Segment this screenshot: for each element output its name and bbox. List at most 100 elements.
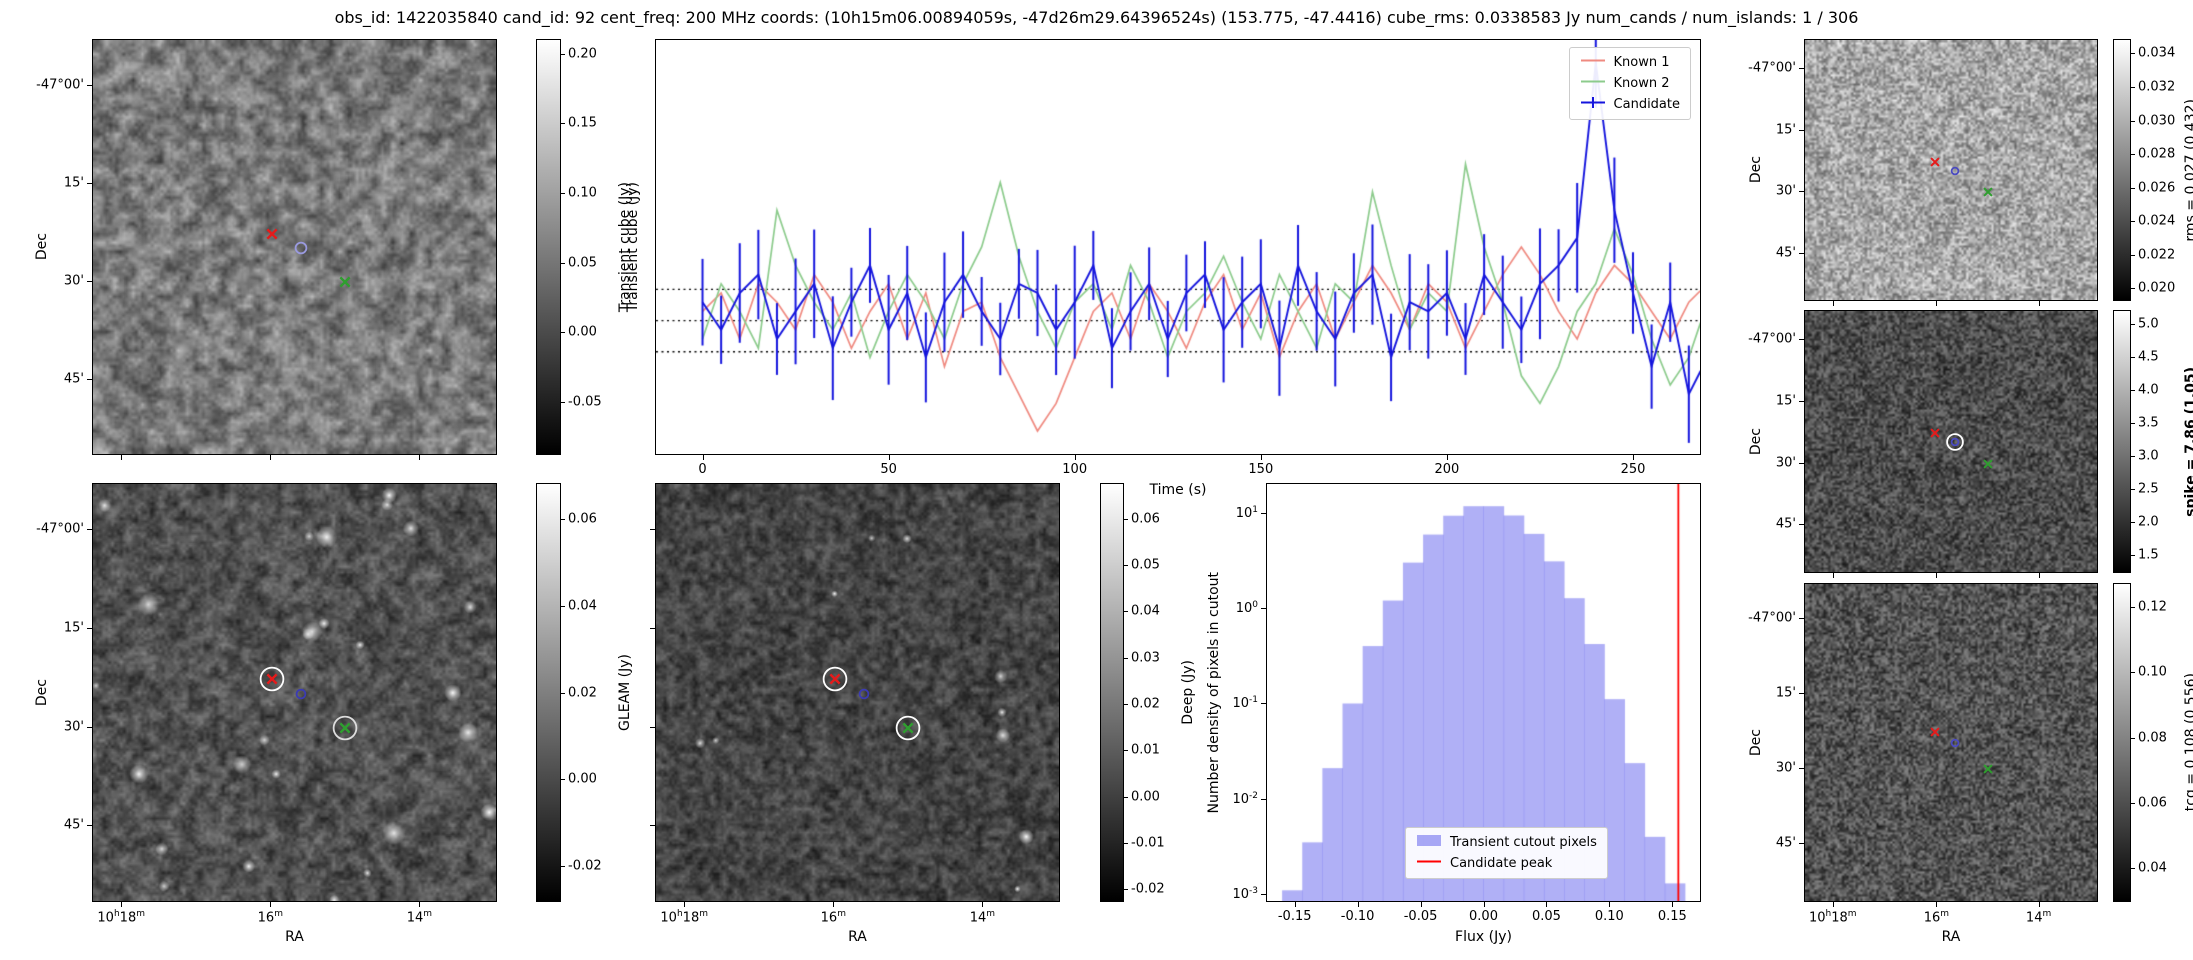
colorbar-tick-label: 0.034 — [2138, 45, 2176, 61]
legend-entry: Transient cutout pixels — [1416, 834, 1597, 851]
time-tick-label: 250 — [1620, 462, 1646, 477]
ra-tick-mark — [270, 901, 272, 907]
colorbar-tick-mark — [2130, 154, 2135, 156]
colorbar-tick-label: 3.5 — [2138, 415, 2159, 431]
colorbar-tick-mark — [2130, 288, 2135, 290]
panel-tcg-cutout: -47°00' 15' 30' 45' 10h18m 16m 14m Dec RA — [1748, 583, 2098, 945]
dec-tick-mark — [87, 726, 93, 728]
flux-tick-mark — [1546, 901, 1548, 907]
dec-tick-mark — [87, 378, 93, 380]
dec-tick-mark — [87, 182, 93, 184]
flux-tick-mark — [1483, 901, 1485, 907]
time-tick-label: 100 — [1062, 462, 1088, 477]
legend-entry: Candidate peak — [1416, 855, 1597, 872]
legend-label: Known 2 — [1613, 76, 1670, 91]
panel-flux-histogram: -0.15 -0.10 -0.05 0.00 0.05 0.10 0.15 101 100 10-… — [1206, 483, 1701, 945]
time-tick-label: 200 — [1434, 462, 1460, 477]
dec-tick-mark — [650, 825, 656, 827]
colorbar-axis-label: spike = 7.86 (1.05) — [2180, 311, 2193, 572]
legend-patch-icon — [1416, 834, 1442, 851]
flux-tick-label: 0.00 — [1469, 909, 1498, 924]
flux-tick-mark — [1357, 901, 1359, 907]
colorbar-deep: 0.06 0.05 0.04 0.03 0.02 0.01 0.00 -0.01 -0.02 De… — [1100, 483, 1196, 902]
dec-tick-mark — [650, 627, 656, 629]
dec-tick-mark — [1799, 339, 1805, 341]
dec-tick-mark — [650, 726, 656, 728]
dec-tick-label: 30' — [1775, 760, 1796, 776]
flux-tick-label: 0.10 — [1594, 909, 1624, 924]
dec-tick-label: 45' — [1775, 835, 1796, 851]
density-tick-label: 10-1 — [1232, 695, 1258, 712]
density-tick-mark — [1261, 798, 1267, 800]
ra-tick-label: 10h18m — [97, 909, 145, 926]
ra-axis-label: RA — [1941, 929, 1961, 945]
legend-label: Candidate peak — [1450, 856, 1553, 871]
ra-tick-mark — [2038, 901, 2040, 907]
dec-tick-label: 45' — [63, 371, 84, 387]
ra-tick-mark — [1832, 901, 1834, 907]
colorbar-tick-mark — [2130, 423, 2135, 425]
colorbar-axis-label: tcg = 0.108 (0.556) — [2180, 584, 2193, 901]
legend-entry: Candidate — [1580, 96, 1680, 113]
colorbar-tick-mark — [1123, 657, 1128, 659]
dec-tick-mark — [1799, 129, 1805, 131]
ra-tick-mark — [1936, 300, 1938, 306]
dec-axis-label: Dec — [1745, 40, 1767, 300]
ra-tick-label: 14m — [406, 909, 433, 926]
colorbar-gleam: 0.06 0.04 0.02 0.00 -0.02 GLEAM (Jy) — [536, 483, 633, 902]
spike-cutout-image — [1805, 311, 2097, 572]
colorbar-tick-mark — [2130, 737, 2135, 739]
colorbar-tick-mark — [2130, 606, 2135, 608]
tcg-cutout-image — [1805, 584, 2097, 901]
colorbar-axis-label-text: spike = 7.86 (1.05) — [2183, 366, 2193, 517]
dec-tick-label: 45' — [1775, 516, 1796, 532]
colorbar-tick-mark — [560, 53, 565, 55]
dec-tick-mark — [87, 825, 93, 827]
legend-entry: Known 2 — [1580, 75, 1680, 92]
ra-tick-label: 16m — [1923, 909, 1950, 926]
time-tick-mark — [1633, 454, 1634, 460]
colorbar-axis-label-text: tcg = 0.108 (0.556) — [2183, 673, 2193, 812]
colorbar-tick-mark — [2130, 672, 2135, 674]
colorbar-tick-mark — [2130, 86, 2135, 88]
dec-axis-label: Dec — [1745, 311, 1767, 572]
colorbar-axis-label: GLEAM (Jy) — [614, 484, 636, 901]
colorbar-tick-label: 0.05 — [568, 255, 597, 271]
dec-tick-mark — [1799, 524, 1805, 526]
colorbar-tick-label: 0.020 — [2138, 280, 2176, 296]
dec-axis-label-text: Dec — [34, 678, 50, 707]
colorbar-tick-label: 0.028 — [2138, 146, 2176, 162]
colorbar-tick-label: 5.0 — [2138, 316, 2159, 332]
legend-line-icon — [1580, 75, 1606, 92]
colorbar-tick-label: 0.20 — [568, 46, 597, 62]
panel-gleam-cutout: -47°00' 15' 30' 45' 10h18m 16m 14m Dec RA — [34, 483, 497, 945]
colorbar-tick-mark — [1123, 565, 1128, 567]
ra-axis-label: RA — [285, 929, 304, 945]
colorbar-tick-mark — [2130, 555, 2135, 557]
colorbar-tick-mark — [1123, 704, 1128, 706]
flux-tick-mark — [1672, 901, 1674, 907]
colorbar-axis-label: Deep (Jy) — [1177, 484, 1199, 901]
colorbar-tick-label: 0.026 — [2138, 180, 2176, 196]
dec-tick-mark — [1799, 191, 1805, 193]
colorbar-tick-mark — [2130, 489, 2135, 491]
colorbar-tick-mark — [2130, 868, 2135, 870]
colorbar-tick-mark — [560, 866, 565, 868]
colorbar-tick-label: 0.06 — [568, 511, 597, 527]
dec-tick-label: -47°00' — [36, 521, 84, 537]
density-axis-label: Number density of pixels in cutout — [1203, 484, 1225, 901]
histogram-legend: Transient cutout pixels Candidate peak — [1405, 827, 1608, 879]
ra-tick-mark — [1832, 300, 1834, 306]
time-tick-label: 0 — [698, 462, 707, 477]
colorbar-tick-label: 2.5 — [2138, 481, 2159, 497]
density-tick-label: 10-3 — [1232, 886, 1258, 903]
colorbar-tick-mark — [560, 332, 565, 334]
ra-tick-mark — [121, 901, 123, 907]
colorbar-tick-mark — [1123, 889, 1128, 891]
legend-line-icon — [1580, 54, 1606, 71]
time-tick-label: 150 — [1248, 462, 1274, 477]
rms-cutout-image — [1805, 40, 2097, 300]
time-tick-label: 50 — [880, 462, 897, 477]
colorbar-tick-label: 0.00 — [1131, 789, 1160, 805]
